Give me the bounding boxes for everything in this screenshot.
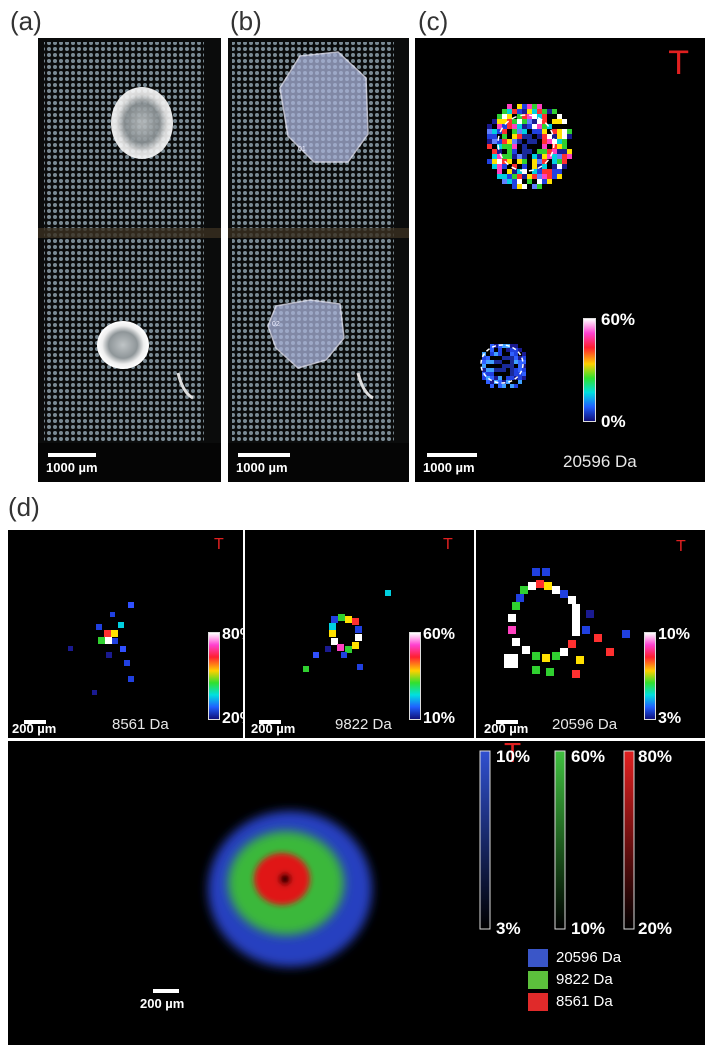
colorbar-d1-max: 80% <box>222 626 243 643</box>
panel-label-b: (b) <box>230 6 262 36</box>
overlay-bar-red-max: 80% <box>638 747 673 766</box>
roi-polygon-2 <box>267 299 345 369</box>
overlay-bar-green <box>554 750 566 930</box>
roi-label-1: 01 <box>298 146 306 153</box>
scale-label-overlay: 200 µm <box>140 996 185 1011</box>
legend-label-blue: 20596 Da <box>556 949 622 966</box>
ion-ring-large <box>487 104 572 189</box>
mass-label-d3: 20596 Da <box>552 716 618 733</box>
scale-bar-a <box>48 453 96 457</box>
t-marker-d2: T <box>443 536 453 553</box>
optical-image-b <box>228 38 409 482</box>
ion-image-c <box>480 104 572 388</box>
panel-label-a: (a) <box>10 6 42 36</box>
overlay-bar-blue-min: 3% <box>496 919 521 938</box>
legend-swatch-blue <box>528 949 548 967</box>
scale-label-c: 1000 µm <box>423 460 475 475</box>
roi-polygon-1 <box>279 51 369 163</box>
t-marker-overlay: T <box>504 741 522 768</box>
colorbar-c <box>583 318 596 422</box>
scale-label-a: 1000 µm <box>46 460 98 475</box>
roi-label-2: 02 <box>272 321 280 328</box>
colorbar-d3-max: 10% <box>658 626 691 643</box>
panel-c-ion-image: T 60% 0% 20596 Da 1000 µm <box>415 38 705 482</box>
panel-b-optical-roi: 01 02 1000 µm <box>228 38 409 482</box>
legend-swatch-red <box>528 993 548 1011</box>
scale-label-d1: 200 µm <box>12 721 57 736</box>
overlay-red-core <box>254 853 310 905</box>
scale-bar-d2 <box>259 720 281 724</box>
colorbar-c-min: 0% <box>601 412 626 431</box>
overlay-bar-blue-max: 10% <box>496 747 531 766</box>
panel-label-d: (d) <box>8 492 40 522</box>
scale-label-b: 1000 µm <box>236 460 288 475</box>
panel-d2-ion-image: T 60% 10% 9822 Da 200 µm <box>245 530 474 738</box>
panel-label-c: (c) <box>418 6 449 36</box>
mass-label-d1: 8561 Da <box>112 716 169 733</box>
overlay-bar-red-min: 20% <box>638 919 673 938</box>
legend-swatch-green <box>528 971 548 989</box>
ion-spots-d3 <box>504 568 630 678</box>
scale-bar-d1 <box>24 720 46 724</box>
overlay-bar-red <box>623 750 635 930</box>
ion-ring-small <box>482 344 526 388</box>
colorbar-d2-min: 10% <box>423 710 456 727</box>
scale-label-d2: 200 µm <box>251 721 296 736</box>
colorbar-d1-min: 20% <box>222 710 243 727</box>
colorbar-d2-max: 60% <box>423 626 456 643</box>
overlay-image <box>208 750 635 967</box>
colorbar-c-max: 60% <box>601 310 636 329</box>
mass-label-c: 20596 Da <box>563 452 637 471</box>
legend-label-green: 9822 Da <box>556 971 613 988</box>
scale-bar-overlay <box>153 989 179 993</box>
t-marker-d1: T <box>214 536 224 553</box>
panel-d3-ion-image: T 10% 3% 20596 Da 200 µm <box>476 530 705 738</box>
panel-a-optical-image: 1000 µm <box>38 38 221 482</box>
ion-spots-d1 <box>68 602 134 695</box>
colorbar-d2 <box>409 632 421 720</box>
t-marker-d3: T <box>676 538 686 555</box>
overlay-bar-green-min: 10% <box>571 919 606 938</box>
panel-d1-ion-image: T 80% 20% 8561 Da 200 µm <box>8 530 243 738</box>
panel-d-overlay: T 10% 3% 60% 10% 80% 20% 20596 Da 9822 D… <box>8 741 705 1045</box>
overlay-bar-blue <box>479 750 491 930</box>
scale-bar-c <box>427 453 477 457</box>
colorbar-d3-min: 3% <box>658 710 682 727</box>
optical-image-a <box>38 38 221 482</box>
scale-bar-b <box>238 453 290 457</box>
ion-spots-d2 <box>303 590 391 672</box>
overlay-bar-green-max: 60% <box>571 747 606 766</box>
mass-label-d2: 9822 Da <box>335 716 392 733</box>
t-marker-c: T <box>668 44 689 82</box>
colorbar-d1 <box>208 632 220 720</box>
scale-label-d3: 200 µm <box>484 721 529 736</box>
scale-bar-d3 <box>496 720 518 724</box>
legend-label-red: 8561 Da <box>556 993 613 1010</box>
colorbar-d3 <box>644 632 656 720</box>
